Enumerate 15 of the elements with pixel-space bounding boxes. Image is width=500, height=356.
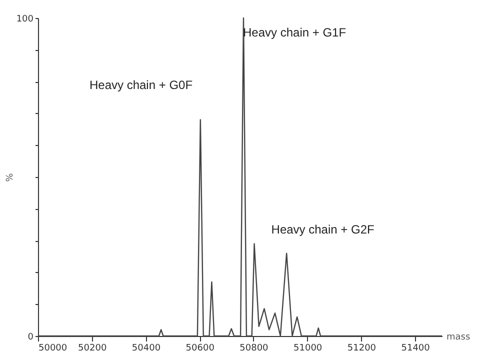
x-tick-label: 50600 [186, 344, 215, 354]
y-tick-label: 100 [16, 14, 34, 24]
annotation: Heavy chain + G2F [271, 222, 374, 236]
x-tick-label: 51400 [401, 344, 430, 354]
x-tick-label: 50200 [78, 344, 107, 354]
x-tick-label: 51200 [347, 344, 376, 354]
x-tick-label: 50400 [132, 344, 161, 354]
x-axis-title: mass [446, 332, 470, 342]
y-axis-title: % [5, 172, 16, 182]
annotation: Heavy chain + G1F [243, 25, 346, 40]
x-tick-label: 51000 [294, 344, 322, 354]
x-tick-label: 50800 [240, 344, 269, 354]
annotation: Heavy chain + G0F [89, 78, 193, 92]
y-tick-label: 0 [28, 332, 34, 342]
x-tick-label: 50000 [38, 344, 68, 354]
